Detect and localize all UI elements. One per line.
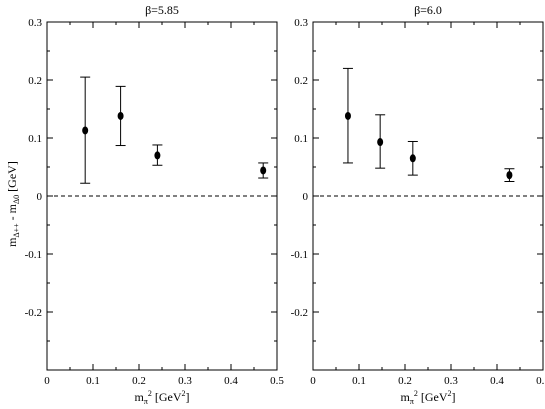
x-axis-label: mπ2 [GeV2] — [134, 389, 189, 406]
x-tick-label: 0.1 — [352, 375, 366, 387]
x-tick-label: 0.4 — [224, 375, 238, 387]
panel-title: β=5.85 — [145, 3, 179, 17]
svg-text:mΔ++ - mΔ0 [GeV]: mΔ++ - mΔ0 [GeV] — [5, 161, 21, 247]
data-point — [154, 151, 161, 160]
y-tick-label: 0.3 — [294, 17, 308, 29]
data-point — [82, 126, 89, 135]
panel-1: β=5.85 0 0.1 0.2 0.3 0.4 0.5 -0.2 -0.1 0 0.1 0.2 0.3… — [25, 3, 285, 406]
data-point — [377, 138, 384, 147]
y-tick-label: 0 — [303, 191, 309, 203]
y-tick-label: 0.3 — [28, 17, 42, 29]
x-tick-label: 0.5 — [536, 375, 545, 387]
x-tick-label: 0.5 — [270, 375, 284, 387]
x-tick-label: 0.4 — [490, 375, 504, 387]
panel-title: β=6.0 — [414, 3, 442, 17]
y-tick-label: -0.2 — [291, 307, 308, 319]
y-tick-label: -0.2 — [25, 307, 42, 319]
y-tick-label: -0.1 — [25, 249, 42, 261]
data-point — [117, 111, 124, 120]
x-tick-label: 0 — [310, 375, 316, 387]
data-point — [506, 171, 513, 180]
data-point — [260, 166, 267, 175]
y-axis-label: mΔ++ - mΔ0 [GeV] — [5, 161, 21, 247]
y-tick-label: 0.1 — [28, 133, 42, 145]
x-tick-label: 0 — [44, 375, 50, 387]
x-tick-label: 0.2 — [398, 375, 412, 387]
y-tick-label: 0 — [37, 191, 43, 203]
data-point — [409, 154, 416, 163]
y-tick-label: 0.2 — [294, 75, 308, 87]
y-tick-label: -0.1 — [291, 249, 308, 261]
y-tick-label: 0.1 — [294, 133, 308, 145]
data-point — [344, 111, 351, 120]
x-tick-label: 0.1 — [86, 375, 100, 387]
x-tick-label: 0.2 — [132, 375, 146, 387]
x-tick-label: 0.3 — [444, 375, 458, 387]
y-tick-label: 0.2 — [28, 75, 42, 87]
x-axis-label: mπ2 [GeV2] — [400, 389, 455, 406]
x-tick-label: 0.3 — [178, 375, 192, 387]
panel-2: β=6.0 0 0.1 0.2 0.3 0.4 0.5 -0.2 -0.1 0 0.1 0.2 0.3 m… — [291, 3, 545, 406]
